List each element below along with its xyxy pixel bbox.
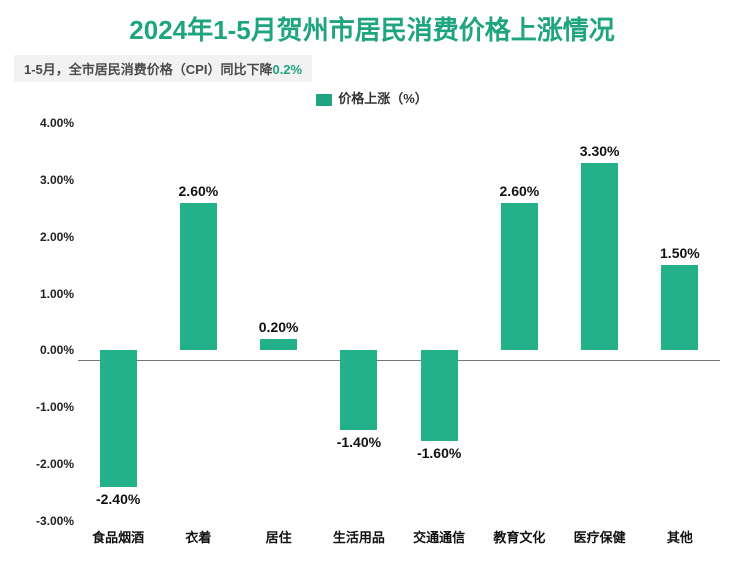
zero-axis-line [78,360,720,361]
bar-value-label: 2.60% [179,183,219,199]
y-tick-label: 0.00% [14,343,74,357]
subtitle-highlight: 0.2% [272,62,302,77]
bar [100,350,137,486]
plot-area [78,123,720,521]
x-category-label: 衣着 [185,527,211,546]
y-tick-label: 1.00% [14,287,74,301]
bar-value-label: -1.40% [337,434,381,450]
subtitle-prefix: 1-5月，全市居民消费价格（CPI）同比下降 [24,62,272,77]
y-tick-label: 2.00% [14,230,74,244]
x-category-label: 居住 [266,527,292,546]
bar [501,203,538,351]
bar [421,350,458,441]
x-category-label: 生活用品 [333,527,385,546]
chart-title: 2024年1-5月贺州市居民消费价格上涨情况 [0,0,744,47]
legend: 价格上涨（%） [0,88,744,107]
y-tick-label: 4.00% [14,116,74,130]
subtitle-bar: 1-5月，全市居民消费价格（CPI）同比下降0.2% [14,55,312,82]
bar-value-label: -1.60% [417,445,461,461]
bar-value-label: 1.50% [660,245,700,261]
y-tick-label: -1.00% [14,400,74,414]
x-category-label: 食品烟酒 [92,527,144,546]
legend-label: 价格上涨（%） [338,91,428,106]
bar-value-label: -2.40% [96,491,140,507]
x-category-label: 其他 [667,527,693,546]
x-category-label: 交通通信 [413,527,465,546]
x-category-label: 医疗保健 [574,527,626,546]
y-tick-label: 3.00% [14,173,74,187]
x-category-label: 教育文化 [493,527,545,546]
bar-value-label: 2.60% [500,183,540,199]
bar-value-label: 0.20% [259,319,299,335]
bar [661,265,698,350]
bar [340,350,377,430]
bar [581,163,618,351]
chart-area: -3.00% -2.00% -1.00% 0.00% 1.00% 2.00% 3.00% 4.… [14,113,730,553]
bar [260,339,297,350]
bar [180,203,217,351]
legend-swatch [316,94,332,106]
y-tick-label: -2.00% [14,457,74,471]
y-tick-label: -3.00% [14,514,74,528]
bar-value-label: 3.30% [580,143,620,159]
